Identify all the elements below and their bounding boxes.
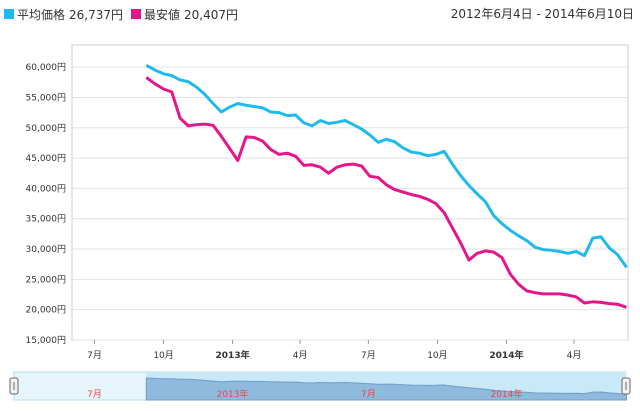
legend-item-min[interactable]: 最安値 20,407円 <box>131 6 238 23</box>
y-tick-label: 15,000円 <box>26 335 67 346</box>
x-axis: 7月 10月 2013年 4月 7月 10月 2014年 4月 <box>87 340 581 361</box>
legend-avg-value: 26,737円 <box>69 7 124 22</box>
legend-min-value: 20,407円 <box>184 7 239 22</box>
navigator-tick-label: 7月 <box>87 389 102 400</box>
x-tick-label: 7月 <box>361 350 376 361</box>
y-tick-label: 40,000円 <box>26 183 67 194</box>
min-price-line <box>145 76 627 309</box>
x-tick-label: 10月 <box>427 350 447 361</box>
y-tick-label: 20,000円 <box>26 305 67 316</box>
y-tick-label: 25,000円 <box>26 274 67 285</box>
legend: 平均価格 26,737円 最安値 20,407円 <box>4 4 246 24</box>
avg-swatch-icon <box>4 9 14 19</box>
y-tick-label: 30,000円 <box>26 244 67 255</box>
date-range-label: 2012年6月4日 - 2014年6月10日 <box>450 7 634 21</box>
avg-price-line <box>145 63 628 269</box>
legend-min-label: 最安値 <box>144 7 181 22</box>
navigator-tick-label: 2013年 <box>217 388 249 400</box>
x-tick-label: 4月 <box>567 350 582 361</box>
x-tick-label: 2014年 <box>489 349 523 361</box>
x-tick-label: 7月 <box>87 350 102 361</box>
navigator-tick-label: 7月 <box>361 389 376 400</box>
x-tick-label: 2013年 <box>216 349 250 361</box>
series-group <box>145 63 628 309</box>
plot-frame <box>71 44 629 341</box>
y-tick-label: 35,000円 <box>26 214 67 225</box>
y-tick-label: 45,000円 <box>26 153 67 164</box>
grid <box>71 44 629 341</box>
x-tick-label: 10月 <box>153 350 173 361</box>
legend-item-avg[interactable]: 平均価格 26,737円 <box>4 6 123 23</box>
navigator[interactable]: 7月 2013年 7月 2014年 <box>9 371 631 401</box>
legend-avg-label: 平均価格 <box>17 7 66 22</box>
y-tick-label: 50,000円 <box>26 123 67 134</box>
navigator-area <box>145 377 627 401</box>
y-tick-label: 60,000円 <box>26 62 67 73</box>
x-tick-label: 4月 <box>293 350 308 361</box>
y-axis: 15,000円 20,000円 25,000円 30,000円 35,000円 40,00… <box>26 62 67 346</box>
min-swatch-icon <box>131 9 142 19</box>
y-tick-label: 55,000円 <box>26 92 67 103</box>
navigator-tick-label: 2014年 <box>490 388 522 400</box>
